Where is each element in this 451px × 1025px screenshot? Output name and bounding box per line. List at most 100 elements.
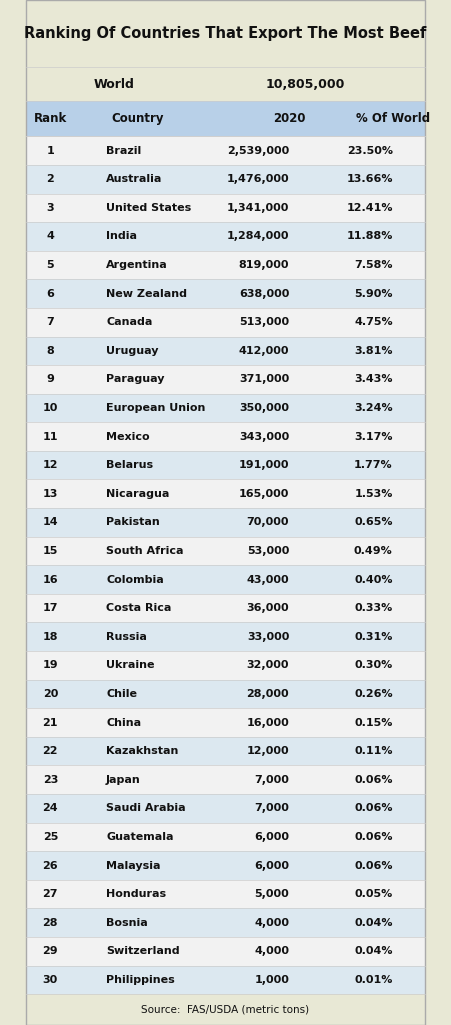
Text: Ukraine: Ukraine xyxy=(106,660,155,670)
Text: Malaysia: Malaysia xyxy=(106,861,161,870)
Text: 11.88%: 11.88% xyxy=(346,232,393,242)
Bar xyxy=(27,394,424,422)
Text: 30: 30 xyxy=(43,975,58,985)
Bar xyxy=(27,937,424,966)
Text: 165,000: 165,000 xyxy=(239,489,289,499)
Text: 43,000: 43,000 xyxy=(247,575,289,584)
Text: 33,000: 33,000 xyxy=(247,631,289,642)
Text: 16: 16 xyxy=(42,575,58,584)
Text: 3: 3 xyxy=(46,203,54,213)
Text: 0.06%: 0.06% xyxy=(354,832,393,842)
Text: 21: 21 xyxy=(42,718,58,728)
Text: 10: 10 xyxy=(43,403,58,413)
Bar xyxy=(27,766,424,794)
Text: 0.33%: 0.33% xyxy=(354,603,393,613)
Text: 4.75%: 4.75% xyxy=(354,317,393,327)
Text: 6,000: 6,000 xyxy=(254,861,289,870)
Text: 819,000: 819,000 xyxy=(239,260,289,270)
Bar xyxy=(27,165,424,194)
Bar xyxy=(27,823,424,851)
Text: Switzerland: Switzerland xyxy=(106,946,179,956)
Bar xyxy=(27,365,424,394)
Text: 9: 9 xyxy=(46,374,54,384)
Bar xyxy=(27,222,424,251)
Text: Paraguay: Paraguay xyxy=(106,374,165,384)
Text: 350,000: 350,000 xyxy=(239,403,289,413)
Text: 513,000: 513,000 xyxy=(239,317,289,327)
Text: 1.53%: 1.53% xyxy=(354,489,393,499)
Bar xyxy=(27,67,424,101)
Text: 0.30%: 0.30% xyxy=(354,660,393,670)
Text: 1,284,000: 1,284,000 xyxy=(227,232,289,242)
Text: 0.40%: 0.40% xyxy=(354,575,393,584)
Text: Argentina: Argentina xyxy=(106,260,168,270)
Text: Brazil: Brazil xyxy=(106,146,141,156)
Text: Australia: Australia xyxy=(106,174,162,184)
Text: 3.24%: 3.24% xyxy=(354,403,393,413)
Bar xyxy=(27,622,424,651)
Text: 32,000: 32,000 xyxy=(247,660,289,670)
Text: 343,000: 343,000 xyxy=(239,432,289,442)
Text: 20: 20 xyxy=(43,689,58,699)
Text: 0.06%: 0.06% xyxy=(354,804,393,814)
Text: 3.43%: 3.43% xyxy=(354,374,393,384)
Bar xyxy=(27,851,424,879)
Text: 191,000: 191,000 xyxy=(239,460,289,470)
Text: United States: United States xyxy=(106,203,191,213)
Text: 3.81%: 3.81% xyxy=(354,345,393,356)
Text: 18: 18 xyxy=(42,631,58,642)
Text: 25: 25 xyxy=(43,832,58,842)
Text: 1,000: 1,000 xyxy=(254,975,289,985)
Bar xyxy=(27,194,424,222)
Text: 28,000: 28,000 xyxy=(247,689,289,699)
Text: 0.49%: 0.49% xyxy=(354,546,393,556)
Bar xyxy=(27,308,424,336)
Text: 15: 15 xyxy=(43,546,58,556)
Text: Pakistan: Pakistan xyxy=(106,518,160,528)
Bar xyxy=(27,0,424,67)
Text: 6: 6 xyxy=(46,289,54,298)
Text: Canada: Canada xyxy=(106,317,152,327)
Bar xyxy=(27,794,424,823)
Text: 0.65%: 0.65% xyxy=(354,518,393,528)
Bar xyxy=(27,680,424,708)
Text: 1.77%: 1.77% xyxy=(354,460,393,470)
Text: 5: 5 xyxy=(46,260,54,270)
Bar xyxy=(27,537,424,565)
Text: 24: 24 xyxy=(42,804,58,814)
Bar xyxy=(27,508,424,537)
Text: 7,000: 7,000 xyxy=(254,775,289,785)
Text: Nicaragua: Nicaragua xyxy=(106,489,170,499)
Text: Honduras: Honduras xyxy=(106,889,166,899)
Text: 23.50%: 23.50% xyxy=(347,146,393,156)
Text: 4: 4 xyxy=(46,232,54,242)
Text: Costa Rica: Costa Rica xyxy=(106,603,171,613)
Text: 1: 1 xyxy=(46,146,54,156)
Text: China: China xyxy=(106,718,141,728)
Text: Saudi Arabia: Saudi Arabia xyxy=(106,804,186,814)
Text: 0.06%: 0.06% xyxy=(354,775,393,785)
Text: 0.04%: 0.04% xyxy=(354,946,393,956)
Text: Mexico: Mexico xyxy=(106,432,150,442)
Text: Japan: Japan xyxy=(106,775,141,785)
Text: 0.15%: 0.15% xyxy=(354,718,393,728)
Text: 0.05%: 0.05% xyxy=(354,889,393,899)
Text: 2020: 2020 xyxy=(273,113,305,125)
Text: World: World xyxy=(93,78,134,90)
Text: 28: 28 xyxy=(42,917,58,928)
Text: 6,000: 6,000 xyxy=(254,832,289,842)
Text: Philippines: Philippines xyxy=(106,975,175,985)
Text: 0.31%: 0.31% xyxy=(354,631,393,642)
Text: 5,000: 5,000 xyxy=(254,889,289,899)
Text: 2: 2 xyxy=(46,174,54,184)
Text: Russia: Russia xyxy=(106,631,147,642)
Bar xyxy=(27,737,424,766)
Text: 4,000: 4,000 xyxy=(254,917,289,928)
Text: 0.04%: 0.04% xyxy=(354,917,393,928)
Text: 4,000: 4,000 xyxy=(254,946,289,956)
Text: 13: 13 xyxy=(43,489,58,499)
Text: Country: Country xyxy=(112,113,164,125)
Text: 0.26%: 0.26% xyxy=(354,689,393,699)
Text: 7: 7 xyxy=(46,317,54,327)
Text: 12,000: 12,000 xyxy=(247,746,289,756)
